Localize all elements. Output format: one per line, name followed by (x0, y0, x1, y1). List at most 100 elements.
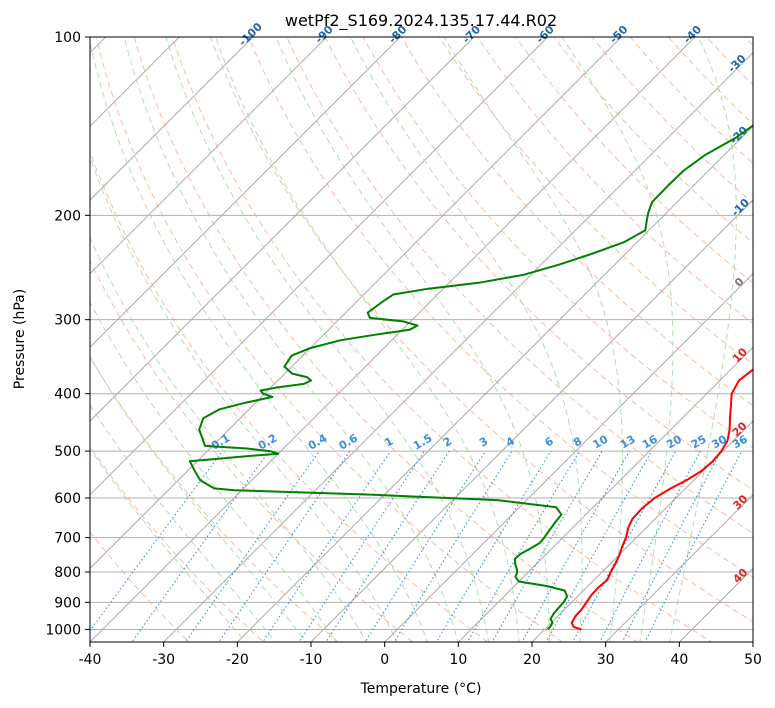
dry-adiabat-label: 20 (730, 419, 750, 439)
dry-adiabat-label: -30 (725, 52, 748, 75)
moist-adiabat-line (165, 37, 490, 642)
dry-adiabat-label: 40 (730, 566, 750, 586)
mixing-ratio-line (262, 450, 392, 642)
x-tick-label: 30 (597, 652, 615, 668)
mixing-ratio-label: 3 (477, 435, 490, 450)
y-tick-label: 600 (54, 491, 81, 507)
moist-adiabat-line (90, 40, 429, 642)
isotherm-line (678, 567, 753, 642)
dry-adiabat-line (362, 37, 753, 449)
mixing-ratio-line (364, 450, 486, 642)
y-tick-label: 300 (54, 313, 81, 329)
x-tick-label: 40 (670, 652, 688, 668)
dry-adiabat-line (133, 37, 638, 642)
isotherm-line (0, 10, 59, 654)
isotherm-line (90, 37, 254, 201)
x-tick-label: 0 (380, 652, 389, 668)
mixing-ratio-line (393, 450, 513, 642)
dry-adiabat-label: 10 (730, 345, 750, 365)
isotherm-line (90, 37, 402, 349)
moist-adiabat-line (443, 37, 623, 642)
moist-adiabat-line (90, 301, 337, 642)
x-tick-label: 10 (449, 652, 467, 668)
profile-series (188, 124, 753, 631)
mixing-ratio-line (90, 450, 223, 632)
y-tick-label: 1000 (45, 622, 81, 638)
isotherm-line (531, 420, 753, 642)
y-tick-label: 200 (54, 208, 81, 224)
dry-adiabat-line (90, 531, 190, 642)
isotherm-line (310, 199, 753, 642)
dry-adiabat-line (209, 37, 753, 623)
moist-adiabat-line (90, 447, 246, 642)
mixing-ratio-label: 1.5 (411, 432, 434, 453)
isotherm-line (90, 37, 328, 275)
mixing-ratio-label: 0.4 (306, 431, 330, 452)
mixing-ratio-label: 0.1 (209, 432, 232, 453)
dry-adiabat-line (515, 37, 753, 284)
chart-title: wetPf2_S169.2024.135.17.44.R02 (285, 11, 557, 31)
y-tick-label: 800 (54, 565, 81, 581)
mixing-ratio-line (466, 450, 580, 642)
moist-adiabat-line (90, 155, 398, 642)
isotherm-line (236, 125, 753, 642)
dry-adiabat-label: 30 (730, 492, 750, 512)
dry-adiabat-line (95, 37, 564, 642)
dry-adiabat-line (438, 37, 753, 366)
dry-adiabat-line (171, 37, 713, 642)
dry-adiabat-label: -100 (236, 20, 265, 49)
moist-adiabat-line (123, 37, 459, 642)
dry-adiabat-line (744, 37, 753, 47)
moist-adiabat-line (90, 236, 367, 642)
dry-adiabat-line (90, 150, 489, 642)
mixing-ratio-line (131, 450, 270, 642)
mixing-ratio-line (491, 450, 603, 642)
moist-adiabat-line (669, 37, 737, 642)
mixing-ratio-line (435, 450, 552, 642)
mixing-ratio-label: 20 (664, 432, 684, 451)
x-tick-label: 50 (744, 652, 762, 668)
moist-adiabat-line (90, 404, 276, 642)
x-axis-label: Temperature (°C) (360, 681, 482, 697)
dry-adiabat-line (756, 10, 775, 654)
mixing-ratio-line (644, 450, 743, 642)
y-axis-label: Pressure (hPa) (12, 289, 28, 389)
dry-adiabat-line (90, 259, 414, 642)
dry-adiabat-line (90, 356, 340, 642)
mixing-ratio-label: 16 (640, 432, 660, 451)
isoline-labels: 0.1 0.2 0.4 0.6 1 1.5 2 3 4 6 8 10 13 16 20 25 30 36-100-… (209, 20, 752, 586)
dry-adiabat-line (705, 37, 753, 86)
mixing-ratio-label: 10 (591, 432, 611, 451)
mixing-ratio-line (621, 450, 722, 642)
dry-adiabat-line (286, 37, 753, 534)
x-tick-label: -20 (226, 652, 249, 668)
moist-adiabat-line (561, 37, 674, 642)
plot-frame (89, 36, 754, 643)
x-tick-label: 20 (523, 652, 541, 668)
dry-adiabat-line (400, 37, 753, 407)
mixing-ratio-line (218, 450, 351, 642)
dry-adiabat-line (248, 37, 753, 578)
mixing-ratio-line (599, 450, 701, 642)
y-tick-label: 500 (54, 444, 81, 460)
isotherm-line (90, 37, 623, 570)
moist-adiabat-line (350, 37, 583, 642)
mixing-ratio-label: 1 (382, 435, 395, 450)
dry-adiabat-line (324, 37, 753, 491)
moist-adiabat-line (90, 355, 307, 642)
y-tick-label: 900 (54, 595, 81, 611)
x-tick-label: -40 (79, 652, 102, 668)
y-tick-label: 700 (54, 531, 81, 547)
dry-adiabat-line (90, 445, 265, 642)
isotherm-line (162, 51, 753, 642)
moist-adiabat-line (215, 37, 520, 642)
dry-adiabat-line (629, 37, 753, 165)
isotherm-line (457, 346, 753, 642)
isotherm-line (90, 37, 181, 128)
mixing-ratio-label: 6 (543, 434, 556, 449)
isotherm-line (604, 493, 753, 642)
x-tick-label: -10 (300, 652, 323, 668)
isotherm-line (90, 37, 475, 422)
x-axis-ticks: -40 -30 -20 -10 0 10 20 30 40 50 (79, 642, 762, 668)
